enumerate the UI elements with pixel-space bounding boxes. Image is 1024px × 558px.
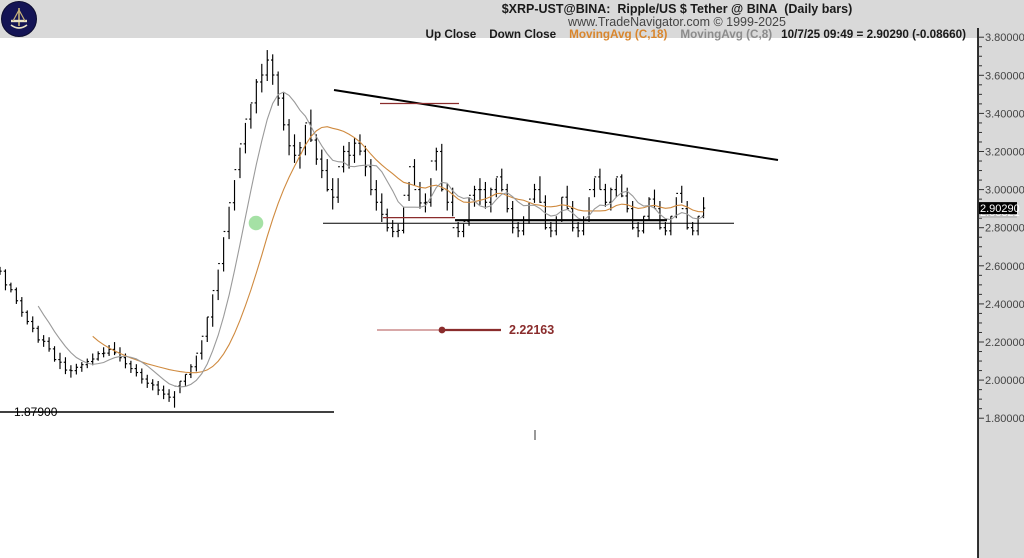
svg-text:2.90290: 2.90290 [980,203,1020,215]
svg-text:2.60000: 2.60000 [985,261,1024,273]
svg-text:2.00000: 2.00000 [985,375,1024,387]
svg-text:3.20000: 3.20000 [985,147,1024,159]
svg-text:3.80000: 3.80000 [985,32,1024,44]
svg-text:2.80000: 2.80000 [985,223,1024,235]
svg-text:3.00000: 3.00000 [985,185,1024,197]
svg-text:3.60000: 3.60000 [985,70,1024,82]
svg-text:1.87900: 1.87900 [14,405,58,419]
svg-text:2.20000: 2.20000 [985,337,1024,349]
svg-text:3.40000: 3.40000 [985,108,1024,120]
svg-text:2.40000: 2.40000 [985,299,1024,311]
svg-text:1.80000: 1.80000 [985,413,1024,425]
svg-text:2.22163: 2.22163 [509,323,554,337]
